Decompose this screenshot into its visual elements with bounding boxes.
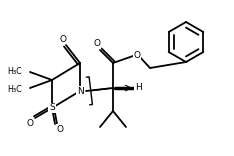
Text: H: H xyxy=(135,83,141,92)
Text: O: O xyxy=(134,51,140,59)
Text: H₃C: H₃C xyxy=(7,85,22,93)
Text: O: O xyxy=(94,39,100,49)
Text: O: O xyxy=(59,34,66,44)
Text: O: O xyxy=(26,119,33,127)
Text: S: S xyxy=(49,103,55,112)
Text: N: N xyxy=(77,86,83,95)
Text: H₃C: H₃C xyxy=(7,66,22,76)
Text: O: O xyxy=(56,124,63,134)
